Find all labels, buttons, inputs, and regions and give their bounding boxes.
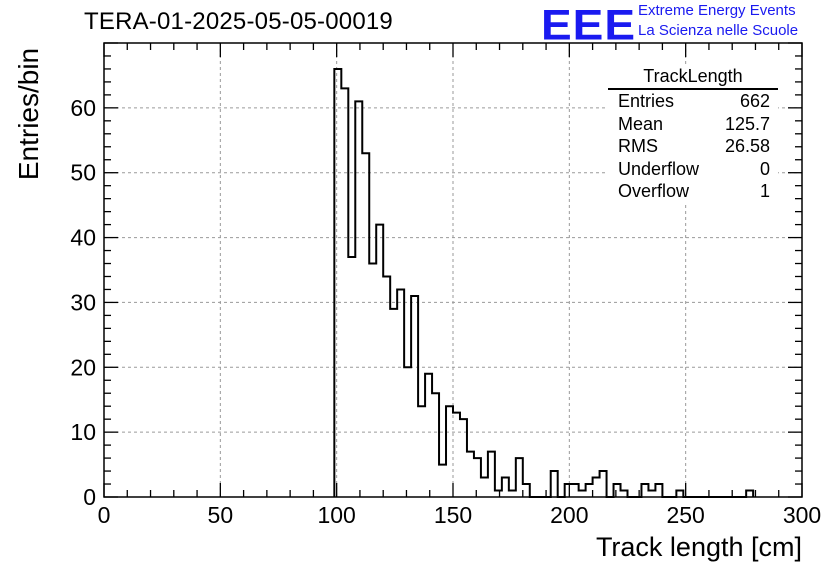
- histogram-bin: [614, 484, 621, 497]
- histogram-bin: [516, 458, 523, 497]
- histogram-bin: [481, 478, 488, 497]
- x-axis-label: Track length [cm]: [595, 532, 802, 562]
- x-tick-label: 0: [98, 502, 111, 528]
- histogram-bin: [397, 289, 404, 497]
- y-tick-label: 50: [70, 160, 96, 186]
- histogram-bin: [341, 88, 348, 497]
- histogram-bin: [523, 484, 530, 497]
- stats-row-underflow: Underflow 0: [608, 158, 778, 181]
- histogram-bin: [551, 471, 558, 497]
- histogram-bins: [333, 67, 755, 498]
- stats-value: 0: [759, 158, 770, 179]
- histogram-bin: [362, 153, 369, 497]
- stats-label: RMS: [618, 136, 658, 156]
- histogram-bin: [418, 406, 425, 497]
- histogram-bin: [593, 478, 600, 497]
- logo-line-1: Extreme Energy Events: [638, 2, 796, 19]
- stats-value: 662: [739, 91, 770, 111]
- eee-logo: EEE: [541, 0, 637, 49]
- x-tick-label: 300: [783, 502, 821, 528]
- y-tick-label: 30: [70, 289, 96, 315]
- stats-row-entries: Entries 662: [608, 90, 778, 113]
- histogram-bin: [376, 225, 383, 497]
- histogram-bin: [411, 296, 418, 497]
- histogram-bin: [446, 406, 453, 497]
- stats-value: 1: [759, 181, 770, 201]
- histogram-bin: [334, 69, 341, 497]
- histogram-bin: [467, 452, 474, 497]
- plot-frame: [103, 42, 803, 498]
- histogram-bin: [453, 413, 460, 497]
- histogram-bin: [474, 458, 481, 497]
- histogram-bin: [390, 309, 397, 497]
- y-axis-label: Entries/bin: [13, 47, 44, 181]
- histogram-bin: [565, 484, 572, 497]
- stats-value: 26.58: [724, 136, 770, 156]
- logo-line-2: La Scienza nelle Scuole: [638, 22, 799, 39]
- stats-row-rms: RMS 26.58: [608, 135, 778, 158]
- histogram-bin: [502, 478, 509, 497]
- y-tick-label: 40: [70, 225, 96, 251]
- histogram-bin: [348, 257, 355, 497]
- stats-label: Overflow: [618, 181, 690, 201]
- y-tick-label: 0: [83, 484, 96, 510]
- histogram-bin: [439, 465, 446, 497]
- y-tick-label: 60: [70, 95, 96, 121]
- stats-title: TrackLength: [608, 66, 778, 90]
- histogram-bin: [572, 484, 579, 497]
- stats-row-mean: Mean 125.7: [608, 113, 778, 136]
- stats-label: Entries: [618, 91, 675, 111]
- y-tick-label: 10: [70, 419, 96, 445]
- stats-value: 125.7: [724, 113, 770, 134]
- histogram-bin: [655, 484, 662, 497]
- histogram-bin: [355, 101, 362, 497]
- x-tick-label: 150: [434, 502, 472, 528]
- stats-row-overflow: Overflow 1: [608, 180, 778, 203]
- stats-label: Underflow: [618, 158, 700, 179]
- histogram-bin: [600, 471, 607, 497]
- page-title: TERA-01-2025-05-05-00019: [84, 8, 393, 35]
- x-tick-label: 50: [208, 502, 234, 528]
- stats-box: TrackLength Entries 662 Mean 125.7 RMS 2…: [608, 66, 778, 203]
- y-tick-label: 20: [70, 354, 96, 380]
- histogram-bin: [641, 484, 648, 497]
- histogram-bin: [383, 276, 390, 497]
- histogram-outline: [333, 67, 755, 498]
- x-tick-label: 250: [666, 502, 704, 528]
- grid-lines: [104, 43, 802, 497]
- stats-label: Mean: [618, 113, 664, 134]
- histogram-bin: [425, 374, 432, 497]
- x-tick-label: 100: [317, 502, 355, 528]
- histogram-bin: [460, 419, 467, 497]
- histogram-bin: [488, 452, 495, 497]
- histogram-bin: [432, 393, 439, 497]
- x-tick-label: 200: [550, 502, 588, 528]
- histogram-bin: [586, 484, 593, 497]
- histogram-bin: [369, 264, 376, 497]
